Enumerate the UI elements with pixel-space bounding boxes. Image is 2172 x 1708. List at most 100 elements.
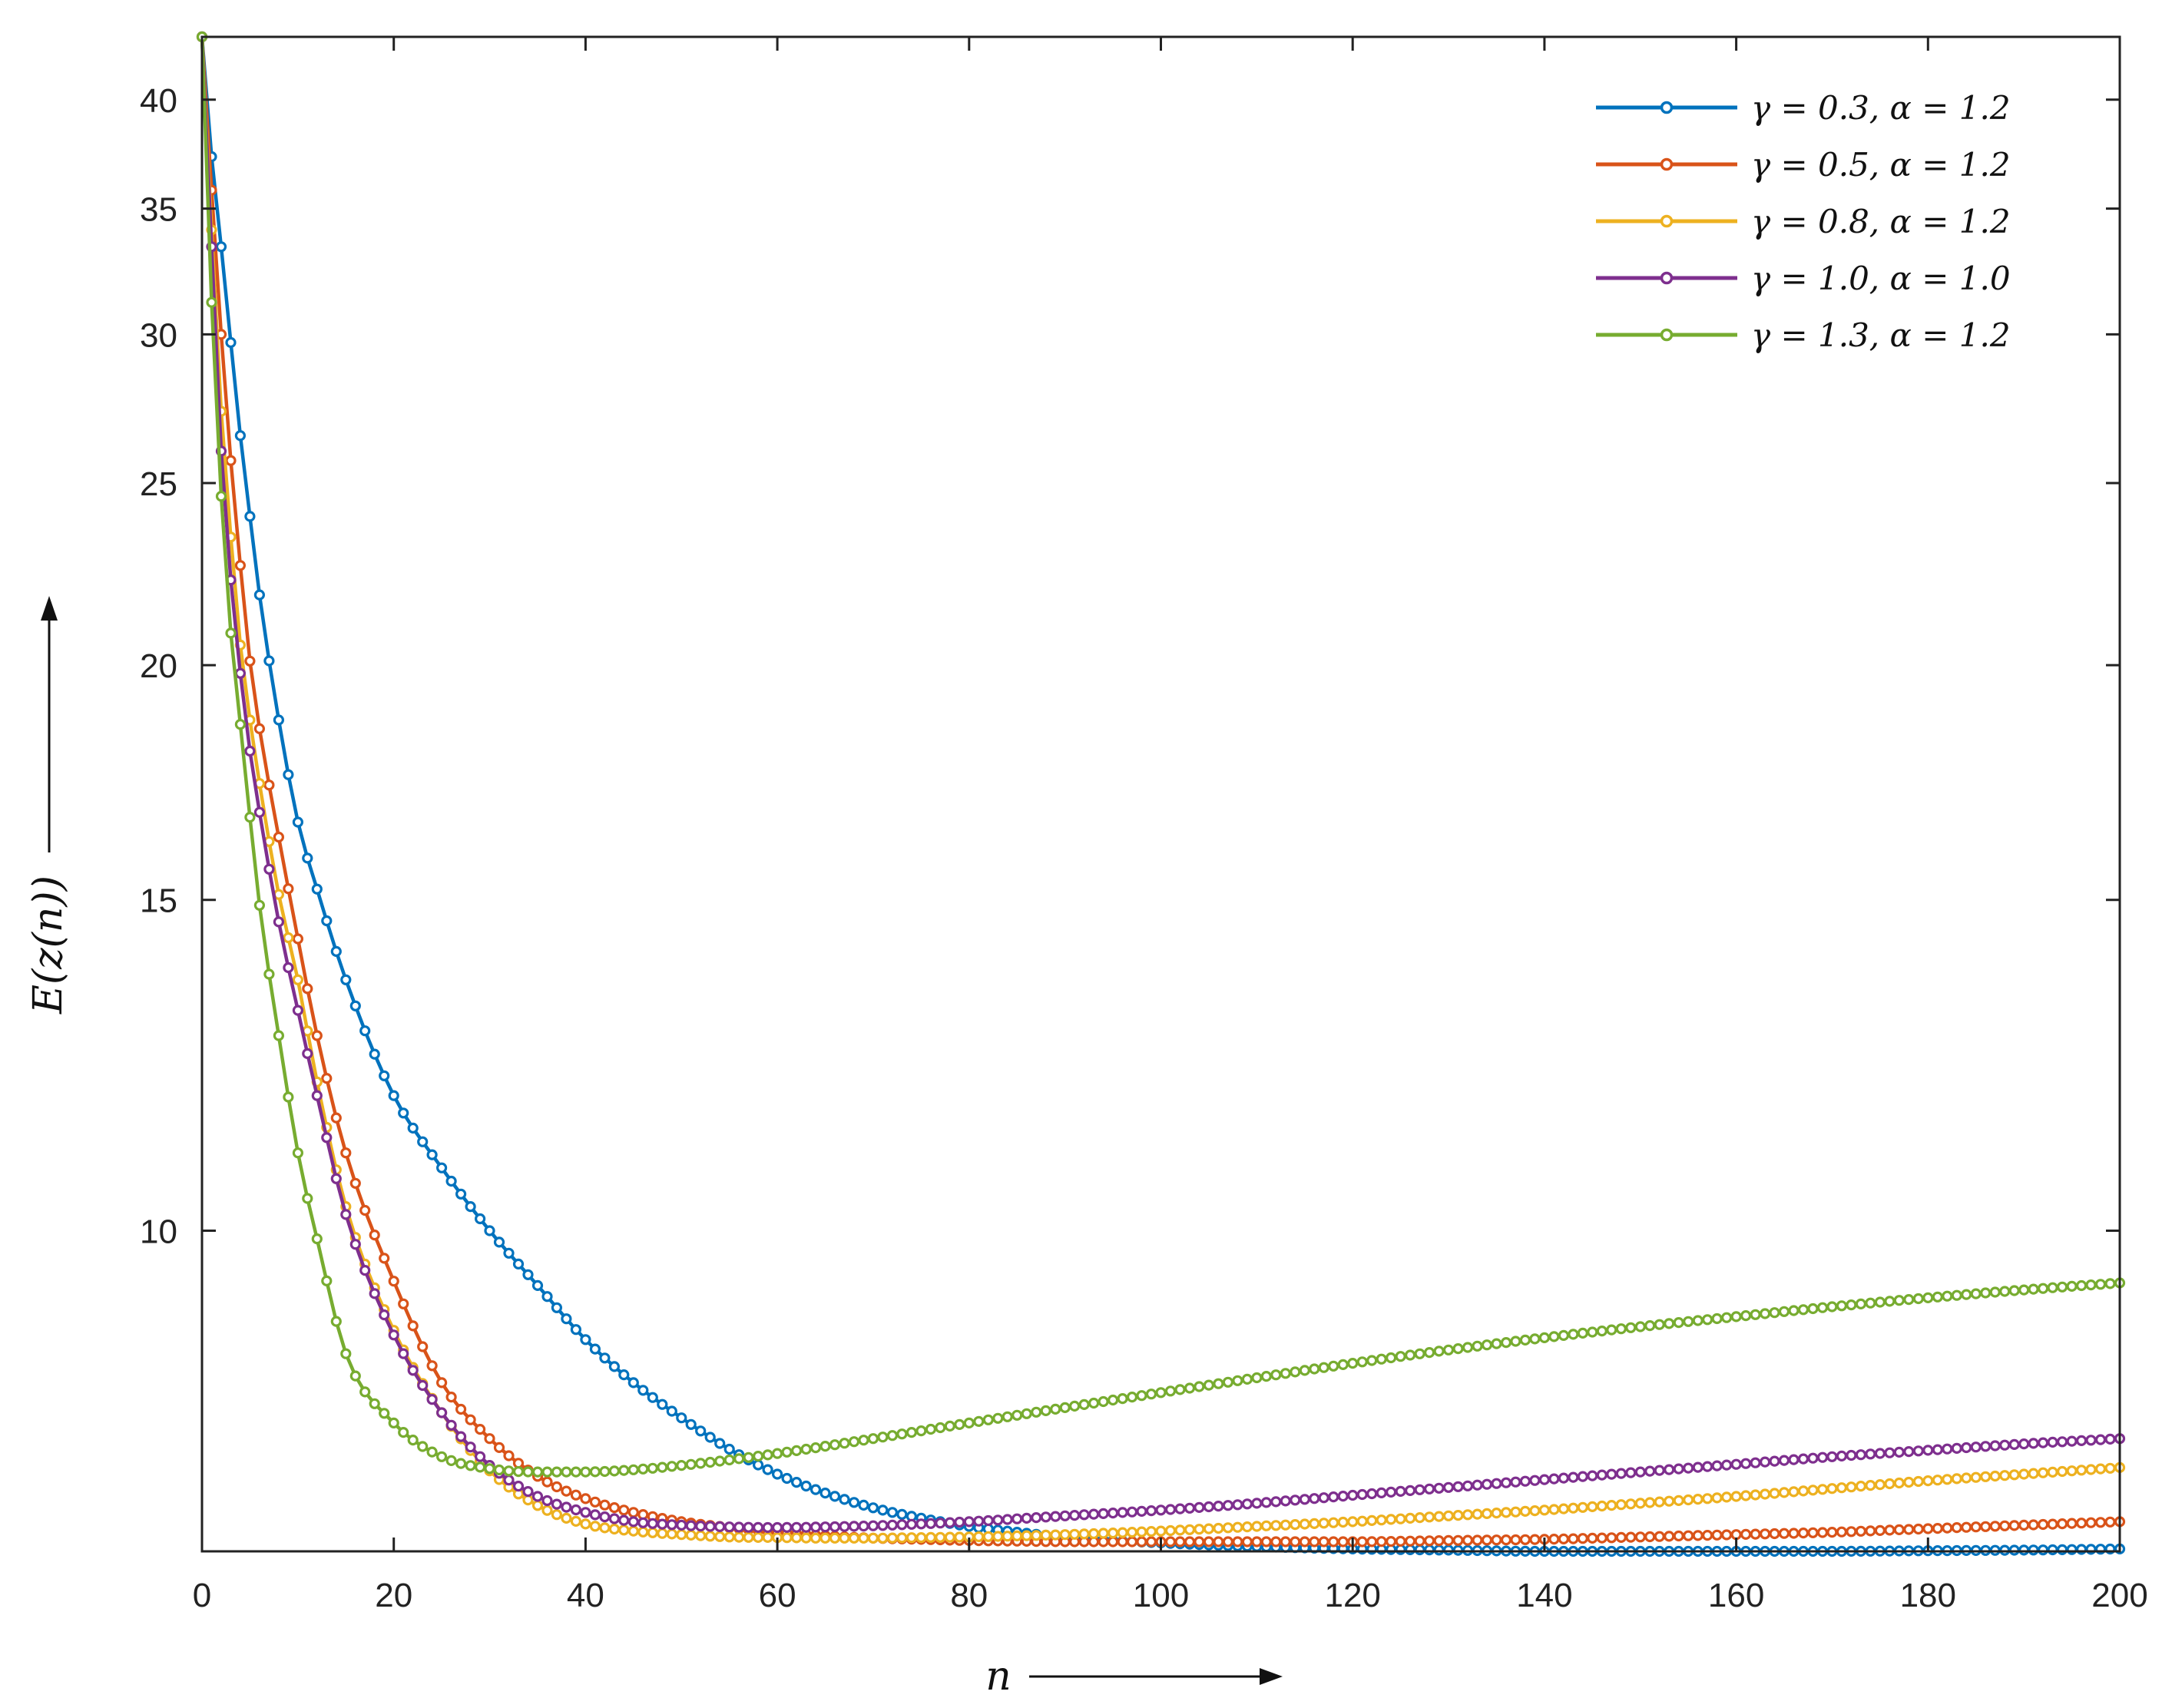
data-point (2028, 1544, 2039, 1556)
data-point (580, 1507, 591, 1518)
data-point (388, 1090, 399, 1101)
data-point (1347, 1516, 1359, 1528)
legend-label: γ = 0.3, α = 1.2 (1751, 89, 2011, 127)
data-point (330, 1112, 342, 1124)
data-point (2085, 1435, 2097, 1446)
data-point (1625, 1322, 1637, 1333)
data-point (896, 1428, 908, 1440)
data-point (1241, 1521, 1253, 1533)
data-point (359, 1264, 371, 1276)
data-point (1548, 1473, 1560, 1485)
data-point (541, 1476, 553, 1488)
data-point (1021, 1530, 1032, 1541)
data-point (1290, 1536, 1301, 1547)
data-point (1328, 1491, 1339, 1503)
data-point (2018, 1438, 2030, 1450)
data-point (848, 1497, 860, 1508)
data-point (1692, 1315, 1703, 1326)
data-point (474, 1423, 486, 1435)
data-point (340, 1209, 352, 1220)
data-point (1721, 1491, 1733, 1503)
data-point (445, 1391, 457, 1403)
data-point (417, 1379, 429, 1392)
data-point (915, 1425, 927, 1437)
data-point (695, 1458, 707, 1469)
data-point (1740, 1458, 1752, 1469)
data-point (340, 1348, 352, 1359)
data-point (321, 1132, 333, 1144)
data-point (1807, 1452, 1819, 1464)
data-point (1625, 1498, 1637, 1510)
data-point (292, 1005, 303, 1016)
data-point (2008, 1438, 2020, 1451)
data-point (1644, 1319, 1656, 1332)
data-point (867, 1520, 879, 1531)
data-point (1155, 1504, 1167, 1516)
data-point (234, 719, 246, 730)
y-tick-label: 40 (140, 82, 177, 120)
data-point (426, 1360, 438, 1372)
data-point (1002, 1514, 1013, 1525)
data-point (1625, 1467, 1637, 1478)
data-point (522, 1494, 534, 1506)
data-point (1912, 1475, 1924, 1488)
data-point (1769, 1455, 1780, 1467)
data-point (723, 1454, 735, 1466)
data-point (982, 1514, 994, 1527)
data-point (1816, 1302, 1829, 1313)
data-point (407, 1365, 419, 1376)
data-point (618, 1514, 630, 1526)
data-point (551, 1509, 563, 1521)
data-point (2076, 1435, 2088, 1447)
data-point (244, 745, 256, 757)
data-point (1376, 1514, 1387, 1526)
data-point (1587, 1326, 1598, 1338)
data-point (1865, 1297, 1876, 1309)
data-point (896, 1532, 908, 1544)
data-point (1433, 1534, 1445, 1547)
data-point (1989, 1521, 2001, 1532)
data-point (1711, 1312, 1723, 1325)
data-point (1548, 1533, 1560, 1545)
data-point (1951, 1289, 1962, 1301)
data-point (1865, 1448, 1876, 1460)
x-tick-label: 180 (1900, 1577, 1956, 1614)
data-point (1194, 1524, 1205, 1535)
data-point (1912, 1293, 1924, 1305)
data-point (2057, 1436, 2068, 1448)
data-point (1491, 1478, 1502, 1489)
data-point (484, 1433, 495, 1445)
data-point (704, 1531, 716, 1542)
data-point (1980, 1521, 1992, 1532)
x-tick-label: 60 (759, 1577, 796, 1614)
data-point (1222, 1536, 1234, 1547)
data-point (896, 1519, 908, 1531)
data-point (340, 974, 352, 985)
data-point (435, 1451, 448, 1462)
data-point (1194, 1536, 1205, 1547)
data-point (1280, 1536, 1291, 1547)
data-point (666, 1528, 677, 1540)
data-point (1558, 1472, 1570, 1484)
data-point (647, 1392, 658, 1403)
data-point (1241, 1498, 1253, 1510)
data-point (1213, 1500, 1224, 1512)
x-tick-label: 200 (2091, 1577, 2147, 1614)
x-tick-label: 160 (1708, 1577, 1764, 1614)
data-point (743, 1521, 754, 1533)
data-point (1385, 1535, 1397, 1547)
data-point (1903, 1445, 1915, 1458)
data-point (790, 1532, 803, 1544)
data-point (1155, 1387, 1167, 1399)
data-point (695, 1520, 707, 1532)
data-point (1270, 1369, 1282, 1381)
data-point (944, 1420, 955, 1432)
data-point (1002, 1531, 1013, 1542)
data-point (2038, 1467, 2049, 1478)
data-point (503, 1475, 515, 1486)
data-point (1932, 1444, 1943, 1455)
data-point (570, 1466, 582, 1478)
data-point (1404, 1535, 1416, 1547)
data-point (2047, 1282, 2058, 1293)
data-point (349, 1177, 361, 1189)
